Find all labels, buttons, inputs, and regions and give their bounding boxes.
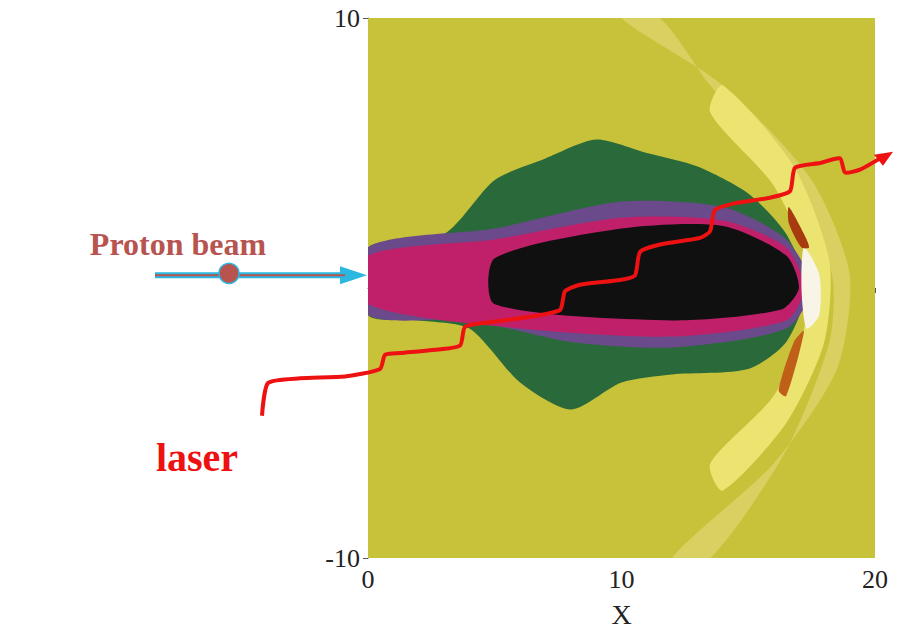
svg-text:laser: laser: [156, 435, 238, 480]
svg-text:0: 0: [362, 565, 375, 594]
svg-text:X: X: [611, 599, 631, 630]
svg-text:10: 10: [334, 4, 360, 33]
svg-text:10: 10: [609, 565, 635, 594]
svg-text:Proton beam: Proton beam: [90, 226, 267, 262]
svg-text:-10: -10: [325, 544, 360, 573]
svg-text:20: 20: [862, 565, 888, 594]
